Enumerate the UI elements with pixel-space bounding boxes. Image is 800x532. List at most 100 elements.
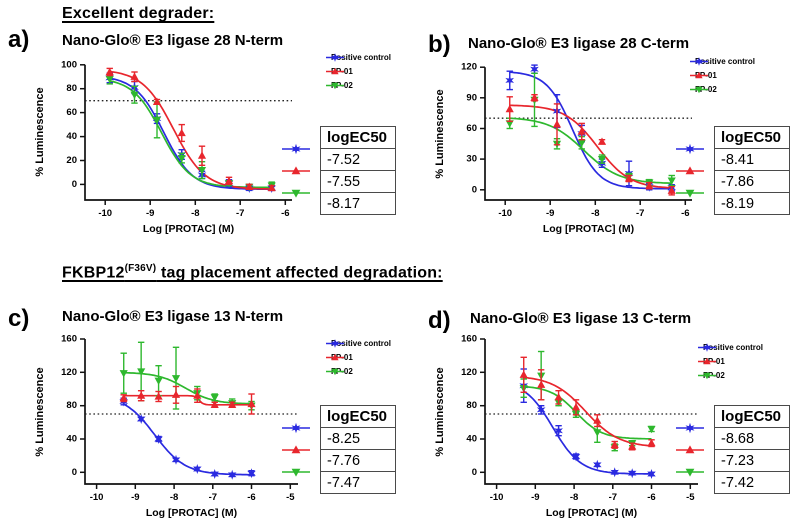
table-key-triangle-down-icon (676, 189, 704, 198)
legend-label: Positive control (695, 56, 756, 66)
svg-text:80: 80 (66, 400, 77, 411)
svg-text:160: 160 (61, 334, 77, 345)
legend-item: Positive control (698, 340, 763, 354)
star-marker-icon (698, 342, 716, 352)
legend-item: FP-01 (326, 64, 391, 78)
fkbp12-superscript: (F36V) (124, 263, 157, 274)
table-cell: -8.68 (714, 427, 790, 450)
logec50-table: logEC50 -7.52 -7.55 -8.17 (320, 126, 396, 215)
svg-text:-6: -6 (247, 492, 255, 503)
panel-d: d) Nano-Glo® E3 ligase 13 C-term 0 40 80 12… (400, 266, 800, 532)
svg-text:-6: -6 (681, 208, 689, 219)
chart-legend: Positive control FP-01 FP-02 (690, 54, 755, 96)
table-cell: -7.42 (714, 471, 790, 494)
table-header: logEC50 (320, 405, 396, 428)
table-cell: -8.17 (320, 192, 396, 215)
star-marker-icon (690, 56, 708, 66)
legend-label: Positive control (331, 338, 392, 348)
panel-letter: a) (8, 26, 30, 53)
svg-text:-8: -8 (191, 208, 199, 219)
triangle-up-marker-icon (690, 71, 708, 78)
svg-text:120: 120 (461, 62, 477, 73)
table-header: logEC50 (714, 405, 790, 428)
svg-text:-5: -5 (686, 492, 695, 503)
legend-item: FP-01 (690, 68, 755, 82)
svg-text:0: 0 (72, 179, 77, 190)
section-heading-excellent-degrader: Excellent degrader: (62, 5, 214, 23)
table-cell: -8.25 (320, 427, 396, 450)
table-cell: -8.19 (714, 192, 790, 215)
svg-text:100: 100 (61, 59, 77, 70)
svg-text:% Luminescence: % Luminescence (434, 89, 446, 178)
table-cell: -7.76 (320, 449, 396, 472)
legend-item: FP-02 (698, 368, 763, 382)
chart-title: Nano-Glo® E3 ligase 13 N-term (62, 308, 284, 325)
dose-response-chart-b: 0 30 60 90 120 -10 -9 -8 -7 -6 Log [PROTAC] (M) % L… (434, 62, 692, 235)
star-marker-icon (326, 338, 344, 348)
legend-label: Positive control (703, 342, 764, 352)
panel-letter: d) (428, 307, 451, 334)
svg-text:40: 40 (66, 434, 77, 445)
svg-text:40: 40 (466, 434, 477, 445)
table-key-triangle-up-icon (676, 166, 704, 175)
svg-text:-10: -10 (490, 492, 504, 503)
chart-title: Nano-Glo® E3 ligase 28 C-term (468, 35, 690, 52)
chart-title: Nano-Glo® E3 ligase 13 C-term (470, 310, 692, 327)
svg-text:-10: -10 (498, 208, 512, 219)
table-cell: -7.86 (714, 170, 790, 193)
svg-text:-6: -6 (281, 208, 289, 219)
panel-c: c) Nano-Glo® E3 ligase 13 N-term 0 40 80 12… (0, 266, 400, 532)
table-key-triangle-down-icon (676, 468, 704, 477)
svg-text:-7: -7 (636, 208, 644, 219)
svg-text:30: 30 (466, 154, 477, 165)
table-cell: -7.52 (320, 148, 396, 171)
svg-text:-10: -10 (98, 208, 112, 219)
table-key-triangle-down-icon (282, 468, 310, 477)
chart-legend: Positive control FP-01 FP-02 (326, 50, 391, 92)
svg-text:120: 120 (461, 367, 477, 378)
chart-title: Nano-Glo® E3 ligase 28 N-term (62, 32, 284, 49)
dose-response-chart-d: 0 40 80 120 160 -10 -9 -8 -7 -6 -5 Log [PROTAC] (M)… (434, 334, 698, 519)
legend-item: FP-02 (326, 78, 391, 92)
table-cell: -7.55 (320, 170, 396, 193)
table-key-triangle-down-icon (282, 189, 310, 198)
svg-text:Log [PROTAC] (M): Log [PROTAC] (M) (546, 507, 637, 519)
legend-item: FP-01 (698, 354, 763, 368)
svg-text:-8: -8 (591, 208, 599, 219)
svg-text:-9: -9 (131, 492, 139, 503)
triangle-down-marker-icon (326, 82, 344, 89)
svg-text:-9: -9 (531, 492, 539, 503)
chart-legend: Positive control FP-01 FP-02 (326, 336, 391, 378)
svg-text:-7: -7 (236, 208, 244, 219)
table-key-triangle-up-icon (282, 445, 310, 454)
triangle-down-marker-icon (698, 372, 716, 379)
dose-response-chart-a: 0 20 40 60 80 100 -10 -9 -8 -7 -6 Log [PROTAC] (M)%… (34, 59, 292, 235)
panel-b: b) Nano-Glo® E3 ligase 28 C-term 0 30 60 90… (400, 0, 800, 266)
legend-label: Positive control (331, 52, 392, 62)
svg-text:Log [PROTAC] (M): Log [PROTAC] (M) (146, 507, 237, 519)
svg-text:Log [PROTAC] (M): Log [PROTAC] (M) (543, 223, 634, 235)
svg-text:120: 120 (61, 367, 77, 378)
table-header: logEC50 (714, 126, 790, 149)
chart-legend: Positive control FP-01 FP-02 (698, 340, 763, 382)
svg-text:0: 0 (72, 467, 77, 478)
svg-text:-5: -5 (286, 492, 295, 503)
svg-text:% Luminescence: % Luminescence (434, 367, 446, 456)
svg-text:90: 90 (466, 92, 477, 103)
legend-item: FP-02 (690, 82, 755, 96)
table-key-star-icon (282, 422, 310, 434)
svg-text:-8: -8 (170, 492, 178, 503)
svg-text:60: 60 (66, 107, 77, 118)
svg-text:60: 60 (466, 123, 477, 134)
svg-text:% Luminescence: % Luminescence (34, 367, 46, 456)
fkbp12-base-text: FKBP12 (62, 264, 125, 282)
svg-text:-8: -8 (570, 492, 578, 503)
table-key-star-icon (676, 143, 704, 155)
legend-item: FP-02 (326, 364, 391, 378)
triangle-up-marker-icon (326, 353, 344, 360)
svg-text:-6: -6 (647, 492, 655, 503)
table-key-star-icon (676, 422, 704, 434)
section-heading-fkbp12: FKBP12(F36V) tag placement affected degr… (62, 263, 443, 282)
legend-item: Positive control (326, 336, 391, 350)
